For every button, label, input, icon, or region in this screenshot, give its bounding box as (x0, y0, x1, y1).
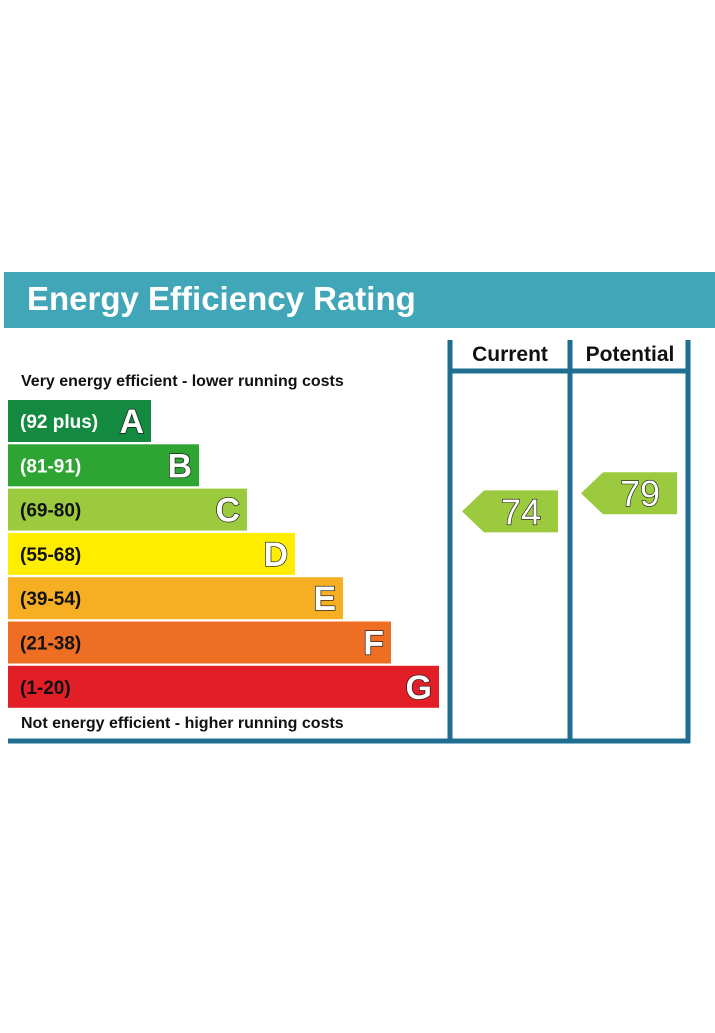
bottom-caption: Not energy efficient - higher running co… (21, 715, 344, 732)
frame (8, 340, 691, 744)
band-g: (1-20) G (8, 665, 439, 708)
rating-potential: 79 (581, 472, 677, 515)
rating-value: 74 (501, 491, 541, 532)
band-letter: C (215, 492, 240, 530)
top-caption: Very energy efficient - lower running co… (21, 373, 344, 390)
column-header-current: Current (472, 343, 548, 366)
rating-arrow (462, 490, 558, 533)
band-c: (69-80) C (8, 488, 247, 531)
band-range-label: (1-20) (20, 678, 71, 699)
band-range-label: (21-38) (20, 634, 81, 655)
rating-arrows: 74 79 (462, 472, 677, 533)
band-bar-a (8, 400, 151, 442)
band-letter: D (263, 536, 288, 574)
band-range-label: (92 plus) (20, 412, 98, 433)
column-header-potential: Potential (586, 343, 675, 366)
band-bar-d (8, 532, 295, 575)
band-d: (55-68) D (8, 532, 295, 575)
band-range-label: (69-80) (20, 501, 81, 522)
rating-value: 79 (620, 473, 660, 514)
band-bar-e (8, 577, 343, 620)
rating-arrow (581, 472, 677, 515)
band-bar-b (8, 444, 199, 487)
band-bar-c (8, 488, 247, 531)
band-range-label: (39-54) (20, 589, 81, 610)
chart-title: Energy Efficiency Rating (27, 280, 416, 317)
band-letter: E (313, 580, 336, 618)
header-bar (4, 272, 715, 328)
rating-current: 74 (462, 490, 558, 533)
band-letter: G (406, 669, 432, 707)
band-e: (39-54) E (8, 577, 343, 620)
band-range-label: (81-91) (20, 456, 81, 477)
band-a: (92 plus) A (8, 400, 151, 442)
band-bar-f (8, 621, 391, 664)
band-letter: A (119, 403, 144, 441)
band-letter: F (363, 625, 384, 663)
band-range-label: (55-68) (20, 545, 81, 566)
band-f: (21-38) F (8, 621, 391, 664)
bands: (92 plus) A(81-91) B(69-80) C(55-68) D(39-54… (8, 400, 439, 708)
band-letter: B (167, 447, 192, 485)
band-b: (81-91) B (8, 444, 199, 487)
band-bar-g (8, 665, 439, 708)
